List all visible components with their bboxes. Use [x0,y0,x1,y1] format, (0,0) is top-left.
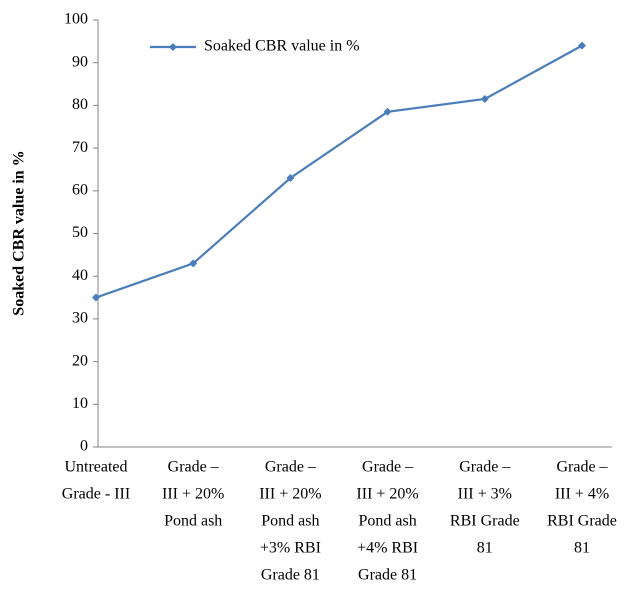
y-tick-label: 0 [80,438,88,455]
x-tick-label: 81 [477,540,493,557]
point [92,293,100,302]
series-line [95,44,583,299]
x-tick-label: III + 20% [162,486,224,503]
y-tick-label: 30 [72,310,88,327]
legend-marker [169,43,177,51]
x-tick-label: Grade – [168,459,220,476]
x-tick-label: Grade - III [62,486,130,503]
x-tick-label: Grade 81 [358,567,417,584]
y-tick-label: 50 [72,224,88,241]
x-tick-label: III + 3% [458,486,512,503]
y-tick-label: 90 [72,53,88,70]
x-tick-label: RBI Grade [450,513,520,530]
y-tick-label: 100 [64,11,88,28]
x-tick-label: Grade – [362,459,414,476]
y-tick-label: 80 [72,96,88,113]
y-tick-label: 70 [72,139,88,156]
point [480,94,489,103]
x-tick-label: Pond ash [164,513,222,530]
x-tick-label: Grade 81 [261,567,320,584]
point [189,259,198,268]
x-tick-label: Untreated [64,459,127,476]
x-tick-label: Grade – [556,459,608,476]
y-axis-label: Soaked CBR value in % [11,150,28,315]
x-tick-label: +4% RBI [357,540,418,557]
x-tick-label: +3% RBI [260,540,321,557]
x-tick-label: III + 20% [259,486,321,503]
y-tick-label: 40 [72,267,88,284]
point [286,173,295,182]
x-tick-label: III + 20% [356,486,418,503]
x-tick-label: RBI Grade [547,513,617,530]
x-tick-label: 81 [574,540,590,557]
x-tick-label: III + 4% [555,486,609,503]
point [578,41,586,50]
point [383,107,392,116]
x-tick-label: Pond ash [261,513,319,530]
y-tick-label: 10 [72,395,88,412]
y-tick-label: 60 [72,181,88,198]
x-tick-label: Grade – [265,459,317,476]
x-tick-label: Pond ash [358,513,416,530]
x-tick-label: Grade – [459,459,511,476]
legend-label: Soaked CBR value in % [204,38,360,55]
y-tick-label: 20 [72,352,88,369]
